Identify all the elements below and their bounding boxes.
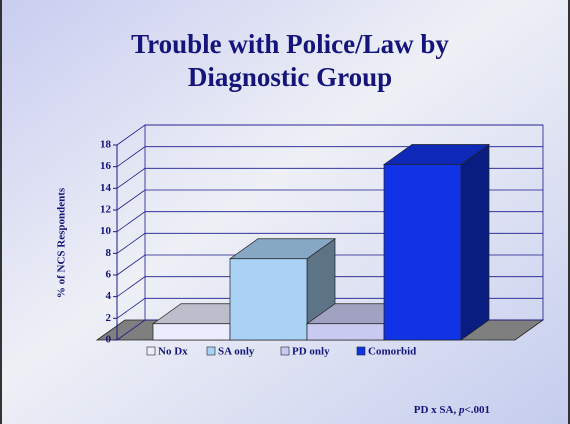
y-axis-label: % of NCS Respondents <box>56 187 68 298</box>
legend-swatch <box>356 346 366 356</box>
legend-label: PD only <box>292 346 330 358</box>
plot: 0 2 4 6 8 10 12 14 16 18 No Dx SA only PD only Comorb… <box>95 124 545 358</box>
bar <box>229 258 308 341</box>
legend-swatch <box>280 346 290 356</box>
y-tick-label: 2 <box>106 312 112 324</box>
y-tick-label: 16 <box>100 160 112 172</box>
legend-swatch <box>146 346 156 356</box>
y-tick-label: 12 <box>100 204 112 216</box>
bar-side <box>460 143 490 341</box>
annotation: PD x SA, p<.001 <box>414 404 490 416</box>
legend-label: SA only <box>218 346 255 358</box>
bar <box>152 323 231 341</box>
legend-swatch <box>206 346 216 356</box>
y-tick-label: 6 <box>106 269 112 281</box>
chart-title: Diagnostic Group <box>188 62 392 92</box>
bar <box>383 164 462 341</box>
y-tick-label: 14 <box>100 182 112 194</box>
legend-label: Comorbid <box>368 346 416 358</box>
bar <box>306 323 385 341</box>
legend-label: No Dx <box>158 346 188 358</box>
y-tick-label: 8 <box>106 247 112 259</box>
chart-title: Trouble with Police/Law by <box>131 29 449 59</box>
y-tick-label: 0 <box>106 334 112 346</box>
y-tick-label: 10 <box>100 225 112 237</box>
y-tick-label: 4 <box>106 290 112 302</box>
y-tick-label: 18 <box>100 139 112 151</box>
grid-line <box>116 124 543 146</box>
